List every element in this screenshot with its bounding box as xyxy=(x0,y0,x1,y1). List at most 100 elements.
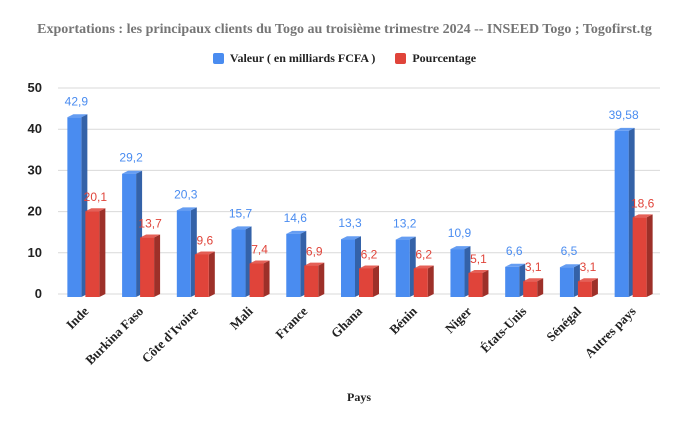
data-label-percentage: 13,7 xyxy=(138,217,162,231)
bar-side-percentage xyxy=(154,234,161,297)
bar-top-percentage xyxy=(249,260,270,264)
bar-top-value xyxy=(395,236,416,240)
bar-top-percentage xyxy=(632,214,653,218)
legend-label-percentage: Pourcentage xyxy=(412,51,477,65)
data-label-value: 15,7 xyxy=(229,206,253,220)
bar-value[interactable] xyxy=(341,239,355,297)
bar-value[interactable] xyxy=(395,239,410,297)
bar-percentage[interactable] xyxy=(249,263,264,297)
bar-percentage[interactable] xyxy=(523,281,538,297)
x-tick-label: Sénégal xyxy=(543,303,584,344)
data-label-value: 14,6 xyxy=(284,211,308,225)
legend-label-value: Valeur ( en milliards FCFA ) xyxy=(229,51,376,65)
bar-top-value xyxy=(286,230,307,234)
bar-top-value xyxy=(122,170,143,174)
bar-top-value xyxy=(450,246,471,250)
bar-side-percentage xyxy=(646,214,653,297)
bar-percentage[interactable] xyxy=(194,254,209,297)
bar-side-percentage xyxy=(99,208,106,297)
bar-top-value xyxy=(559,264,580,268)
bar-value[interactable] xyxy=(286,233,301,297)
bar-value[interactable] xyxy=(559,267,574,297)
data-label-percentage: 20,1 xyxy=(84,190,108,204)
bar-percentage[interactable] xyxy=(577,281,592,297)
bar-side-percentage xyxy=(263,260,270,297)
bar-top-percentage xyxy=(304,262,325,266)
data-label-value: 42,9 xyxy=(65,94,89,108)
bar-top-percentage xyxy=(413,265,434,269)
legend-item-value[interactable]: Valeur ( en milliards FCFA ) xyxy=(212,51,376,66)
bar-side-percentage xyxy=(591,278,598,297)
data-label-value: 20,3 xyxy=(174,187,198,201)
bar-top-value xyxy=(176,207,197,211)
bar-side-percentage xyxy=(482,269,489,297)
x-tick-label: Niger xyxy=(442,303,475,336)
x-tick-label: Mali xyxy=(227,303,256,332)
legend: Valeur ( en milliards FCFA ) Pourcentage xyxy=(0,51,689,66)
bar-percentage[interactable] xyxy=(632,217,647,297)
bar-percentage[interactable] xyxy=(468,272,483,297)
y-tick-label: 0 xyxy=(35,286,42,301)
bar-top-percentage xyxy=(85,208,106,212)
bar-top-percentage xyxy=(194,251,215,255)
bar-value[interactable] xyxy=(67,117,82,297)
bar-top-value xyxy=(341,236,361,240)
x-tick-label: Inde xyxy=(63,303,92,332)
chart-title: Exportations : les principaux clients du… xyxy=(37,22,652,37)
bar-value[interactable] xyxy=(450,249,465,297)
y-tick-label: 40 xyxy=(28,121,42,136)
bar-percentage[interactable] xyxy=(359,268,373,297)
data-label-percentage: 7,4 xyxy=(251,243,268,257)
y-tick-label: 20 xyxy=(28,204,42,219)
bar-value[interactable] xyxy=(176,210,191,297)
data-label-percentage: 5,1 xyxy=(470,252,487,266)
data-label-value: 29,2 xyxy=(119,151,143,165)
bar-value[interactable] xyxy=(614,130,629,297)
bar-side-percentage xyxy=(208,251,215,297)
bar-top-percentage xyxy=(140,234,161,238)
x-axis-label: Pays xyxy=(347,390,371,404)
bar-top-percentage xyxy=(359,265,379,269)
bar-percentage[interactable] xyxy=(304,265,319,297)
data-label-percentage: 6,2 xyxy=(415,247,432,261)
legend-item-percentage[interactable]: Pourcentage xyxy=(395,51,476,66)
bar-top-percentage xyxy=(523,278,544,282)
x-tick-label: Bénin xyxy=(386,303,420,337)
bar-side-percentage xyxy=(427,265,434,297)
bar-value[interactable] xyxy=(505,266,520,297)
bar-top-value xyxy=(67,114,88,118)
bar-top-value xyxy=(505,263,526,267)
data-label-percentage: 3,1 xyxy=(525,260,542,274)
bar-top-value xyxy=(614,127,635,131)
data-label-percentage: 6,9 xyxy=(306,245,323,259)
y-tick-label: 50 xyxy=(28,80,42,95)
data-label-value: 6,6 xyxy=(506,244,523,258)
data-label-percentage: 18,6 xyxy=(631,196,655,210)
data-label-value: 39,58 xyxy=(609,108,639,122)
bar-value[interactable] xyxy=(122,173,137,297)
bar-percentage[interactable] xyxy=(413,268,428,297)
data-label-value: 10,9 xyxy=(448,226,472,240)
bar-top-value xyxy=(231,226,252,230)
data-label-percentage: 9,6 xyxy=(196,233,213,247)
bar-percentage[interactable] xyxy=(85,211,100,297)
bar-top-percentage xyxy=(577,278,598,282)
bar-percentage[interactable] xyxy=(140,237,155,297)
x-tick-label: Ghana xyxy=(328,303,366,341)
legend-swatch-percentage xyxy=(395,53,407,64)
data-label-value: 13,2 xyxy=(393,217,417,231)
data-label-percentage: 3,1 xyxy=(580,260,597,274)
x-tick-label: États-Unis xyxy=(477,304,529,356)
bar-side-percentage xyxy=(373,265,379,297)
x-tick-label: Côte d'Ivoire xyxy=(139,303,201,365)
bar-side-percentage xyxy=(318,262,325,297)
data-label-value: 13,3 xyxy=(338,216,362,230)
data-label-percentage: 6,2 xyxy=(361,247,378,261)
data-label-value: 6,5 xyxy=(561,244,578,258)
bar-top-percentage xyxy=(468,269,489,273)
bar-value[interactable] xyxy=(231,229,246,297)
x-tick-label: Burkina Faso xyxy=(82,304,146,368)
y-tick-label: 30 xyxy=(28,162,42,177)
